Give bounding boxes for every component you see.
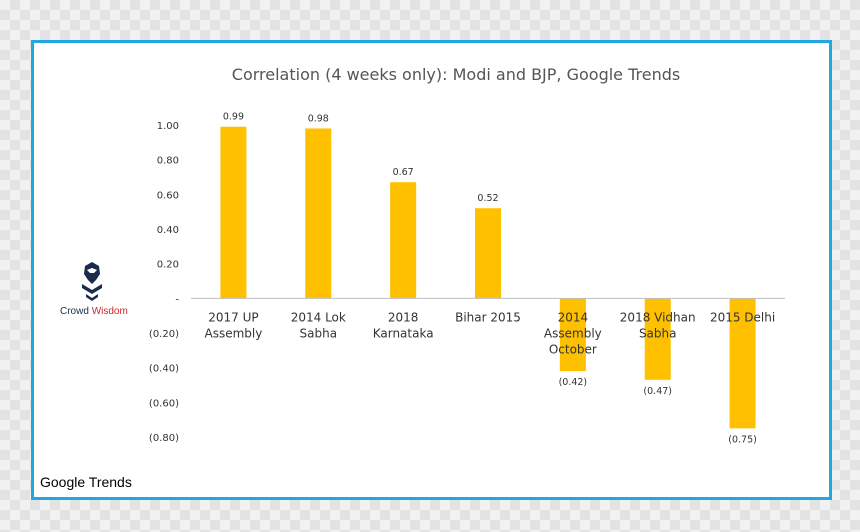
y-tick-label: 0.20 xyxy=(157,260,179,271)
data-label: 0.98 xyxy=(308,113,329,124)
y-tick-label: (0.80) xyxy=(149,433,179,444)
bar xyxy=(220,126,247,299)
bar xyxy=(559,298,586,372)
data-label: (0.42) xyxy=(559,377,588,388)
category-label-line: Assembly xyxy=(205,326,263,340)
y-tick-label: (0.40) xyxy=(149,364,179,375)
category-label: 2018 Vidhan Sabha xyxy=(620,310,696,340)
y-tick-label: - xyxy=(175,294,179,305)
source-label: Google Trends xyxy=(40,474,132,490)
bars xyxy=(220,126,756,429)
data-label: 0.99 xyxy=(223,112,244,123)
bar xyxy=(475,208,501,299)
data-label: (0.47) xyxy=(643,386,672,397)
category-label-line: Sabha xyxy=(300,326,338,340)
category-label-line: Sabha xyxy=(639,326,677,340)
category-label-line: Assembly xyxy=(544,326,602,340)
crowd-wisdom-logo: Crowd Wisdom xyxy=(60,250,128,324)
eagle-icon xyxy=(82,262,102,301)
y-tick-label: 0.80 xyxy=(157,156,179,167)
bar xyxy=(644,298,671,380)
y-tick-label: 0.60 xyxy=(157,190,179,201)
bar-chart: Correlation (4 weeks only): Modi and BJP… xyxy=(149,65,785,446)
y-axis-ticks: 1.00 0.80 0.60 0.40 0.20 - (0.20) (0.40) (0.60) (… xyxy=(149,121,179,444)
category-label: 2018 Karnataka xyxy=(373,310,434,340)
y-tick-label: (0.60) xyxy=(149,398,179,409)
bar xyxy=(390,182,417,299)
category-label-line: October xyxy=(549,342,597,356)
y-tick-label: 1.00 xyxy=(157,121,179,132)
logo-word-crowd: Crowd xyxy=(60,306,89,317)
logo-word-wisdom: Wisdom xyxy=(91,306,128,317)
data-labels: 0.99 0.98 0.67 0.52 (0.42) (0.47) (0.75) xyxy=(223,112,757,446)
category-label-line: 2014 xyxy=(558,310,589,324)
bar xyxy=(729,298,756,429)
category-label: 2014 Lok Sabha xyxy=(291,310,346,340)
data-label: (0.75) xyxy=(728,434,757,445)
y-tick-label: (0.20) xyxy=(149,329,179,340)
category-label: 2015 Delhi xyxy=(710,310,775,324)
category-label-line: 2017 UP xyxy=(208,310,258,324)
category-label-line: 2018 xyxy=(388,310,419,324)
chart-frame: Correlation (4 weeks only): Modi and BJP… xyxy=(31,40,832,500)
y-tick-label: 0.40 xyxy=(157,225,179,236)
category-label-line: 2014 Lok xyxy=(291,310,346,324)
category-label: 2014 Assembly October xyxy=(544,310,602,356)
data-label: 0.67 xyxy=(393,167,414,178)
logo-text: Crowd Wisdom xyxy=(60,306,128,317)
category-label-line: Karnataka xyxy=(373,326,434,340)
category-label: 2017 UP Assembly xyxy=(205,310,263,340)
chart-title: Correlation (4 weeks only): Modi and BJP… xyxy=(232,65,680,84)
bar xyxy=(305,128,332,299)
category-labels: 2017 UP Assembly 2014 Lok Sabha 2018 Karnatak… xyxy=(205,310,776,356)
category-label-line: 2018 Vidhan xyxy=(620,310,696,324)
category-label: Bihar 2015 xyxy=(455,310,521,324)
category-label-line: 2015 Delhi xyxy=(710,310,775,324)
data-label: 0.52 xyxy=(477,193,498,204)
category-label-line: Bihar 2015 xyxy=(455,310,521,324)
